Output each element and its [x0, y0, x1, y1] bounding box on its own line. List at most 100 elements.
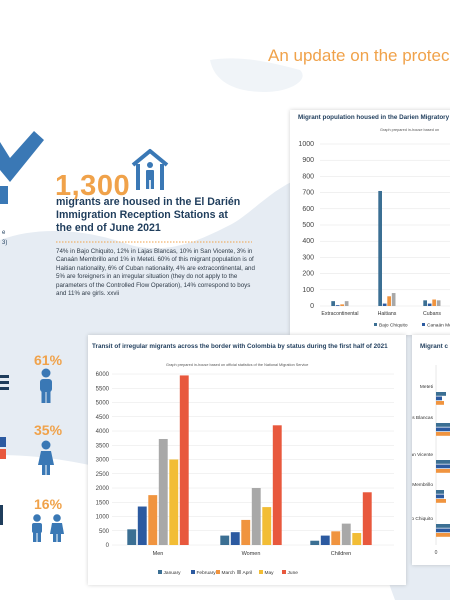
left-fragment-1: e — [2, 230, 6, 236]
x-tick-label: 0 — [435, 550, 438, 556]
legend-label: February — [197, 570, 217, 576]
x-tick-label: Men — [153, 551, 164, 557]
y-tick-label: 500 — [302, 222, 314, 229]
y-tick-label: Bajo Chiquito — [412, 516, 433, 522]
darien-stations-chart-card: Migrant population housed in the Darien … — [290, 110, 450, 335]
bar — [436, 528, 450, 533]
bar — [148, 495, 158, 545]
flag-block — [0, 437, 6, 447]
bar — [423, 300, 427, 306]
bar — [127, 529, 137, 545]
housed-migrants-statement: migrants are housed in the El Darién Imm… — [56, 196, 241, 234]
bar — [378, 190, 382, 306]
dotted-divider — [56, 241, 252, 243]
y-tick-label: 3000 — [96, 458, 110, 464]
man-icon — [40, 368, 52, 403]
y-tick-label: 200 — [302, 271, 314, 278]
chart-title: Transit of irregular migrants across the… — [92, 343, 388, 350]
checkmark-icon — [0, 131, 44, 204]
y-tick-label: 900 — [302, 157, 314, 164]
x-tick-label: Cubans — [423, 311, 441, 317]
x-tick-label: Children — [331, 551, 351, 557]
men-percent: 61% — [34, 352, 63, 368]
bar — [436, 432, 450, 436]
bar — [387, 296, 391, 306]
station-chart: Meteti Lajas Blancas San Vicente Canaan Mem… — [412, 365, 450, 556]
y-tick-label: Lajas Blancas — [412, 415, 434, 421]
chart-title: Migrant c — [420, 343, 448, 350]
legend-label: March — [222, 570, 236, 576]
border-transit-chart: 0 500 1000 1500 2000 2500 3000 3500 4000 4500 5000… — [96, 372, 394, 576]
left-edge-mark — [0, 505, 3, 525]
bar — [436, 494, 444, 499]
legend-swatch — [422, 323, 425, 326]
bar — [179, 375, 189, 545]
y-tick-label: 1000 — [96, 515, 110, 521]
y-tick-label: Canaan Membrillo — [412, 482, 433, 488]
bar — [272, 425, 282, 545]
bar — [344, 301, 349, 306]
housed-migrants-details: 74% in Bajo Chiquito, 12% in Lajas Blanc… — [56, 248, 255, 298]
bar — [427, 303, 432, 306]
bar — [137, 506, 147, 545]
x-tick-label: Women — [242, 551, 261, 557]
bar — [391, 293, 396, 306]
woman-icon — [38, 440, 54, 475]
chart-note: Graph prepared in-house based on — [380, 128, 440, 132]
bar — [169, 459, 179, 545]
y-tick-label: 500 — [99, 529, 110, 535]
y-tick-label: 600 — [302, 206, 314, 213]
bar — [436, 469, 450, 473]
y-tick-label: 2000 — [96, 486, 110, 492]
bar — [436, 533, 450, 537]
flag-stripe — [0, 387, 9, 390]
legend-label: May — [265, 570, 275, 576]
flag-stripe — [0, 381, 9, 384]
bar — [436, 427, 450, 432]
y-tick-label: 4000 — [96, 429, 110, 435]
bar — [436, 464, 450, 469]
y-tick-label: San Vicente — [412, 452, 433, 458]
legend-label: April — [243, 570, 253, 576]
legend-label: Bajo Chiquito — [379, 323, 408, 329]
chart-title: Migrant population housed in the Darien … — [298, 114, 450, 121]
bar — [262, 507, 272, 545]
women-percent: 35% — [34, 422, 63, 438]
bar — [432, 299, 436, 306]
shelter-person-icon — [131, 149, 169, 190]
legend-label: Canaán Membr — [427, 323, 450, 329]
page-headline: An update on the protec — [268, 46, 450, 65]
bar — [436, 499, 446, 503]
bar — [382, 303, 387, 306]
bar — [320, 535, 330, 545]
legend-swatch — [259, 570, 263, 574]
bar — [335, 305, 340, 306]
left-fragment-2: 3) — [2, 240, 8, 246]
y-tick-label: 0 — [310, 303, 314, 310]
station-chart-card: Migrant c Meteti Lajas Blancas San Vicente… — [412, 335, 450, 565]
housed-migrants-number: 1,300 — [55, 170, 131, 202]
y-tick-label: 5000 — [96, 401, 110, 407]
bar — [331, 301, 335, 306]
x-tick-label: Extracontinental — [321, 311, 358, 317]
y-tick-label: 300 — [302, 254, 314, 261]
y-tick-label: 1500 — [96, 500, 110, 506]
bar — [436, 490, 444, 494]
darien-stations-chart: 0 100 200 300 400 500 600 700 800 900 1000 Extracon… — [298, 141, 450, 329]
bar — [310, 540, 320, 545]
bar — [158, 438, 168, 545]
legend-swatch — [374, 323, 377, 326]
flag-stripe — [0, 375, 9, 378]
y-tick-label: 100 — [302, 287, 314, 294]
legend-swatch — [158, 570, 162, 574]
bar — [340, 304, 344, 306]
bar — [341, 523, 351, 545]
y-tick-label: 6000 — [96, 372, 110, 378]
bar — [251, 488, 261, 545]
bar — [220, 535, 230, 545]
bar — [436, 300, 441, 306]
legend-label: June — [288, 570, 299, 576]
bar — [362, 492, 372, 545]
bar — [436, 460, 450, 464]
children-percent: 16% — [34, 496, 63, 512]
